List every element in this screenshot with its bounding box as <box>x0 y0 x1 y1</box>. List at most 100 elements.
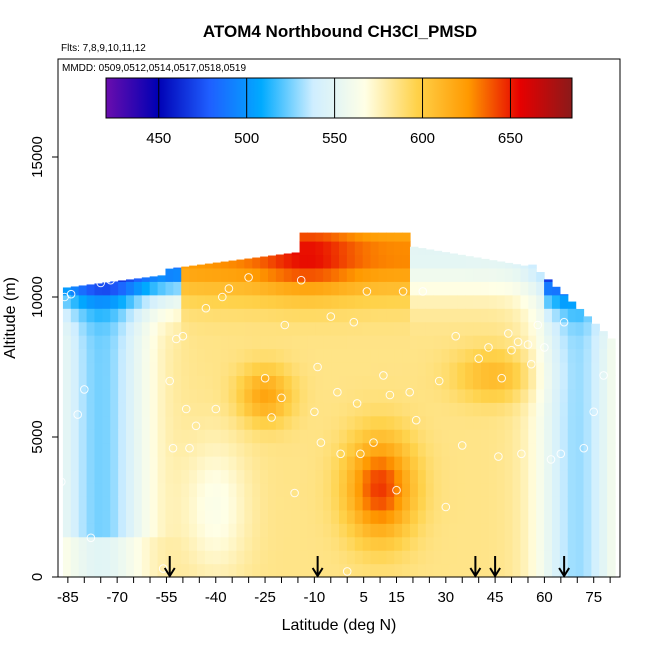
heatmap-cell <box>149 523 159 538</box>
heatmap-cell <box>291 456 301 471</box>
colorbar-tick-label: 650 <box>498 130 523 147</box>
sample-point <box>260 373 270 383</box>
heatmap-cell <box>157 563 167 578</box>
heatmap-cell <box>551 321 561 336</box>
heatmap-cell <box>149 321 159 336</box>
heatmap-cell <box>275 482 285 497</box>
heatmap-cell <box>370 415 380 430</box>
heatmap-cell <box>315 415 324 430</box>
heatmap-cell <box>441 563 451 578</box>
heatmap-cell <box>252 429 261 444</box>
heatmap-cell <box>197 563 206 578</box>
heatmap-cell <box>181 335 190 350</box>
heatmap-cell <box>157 281 167 296</box>
heatmap-cell <box>346 415 356 430</box>
heatmap-cell <box>465 563 474 578</box>
heatmap-cell <box>212 456 222 471</box>
heatmap-cell <box>504 456 514 471</box>
heatmap-cell <box>126 279 135 282</box>
heatmap-cell <box>78 523 88 538</box>
heatmap-cell <box>583 536 593 551</box>
sample-point <box>362 287 372 296</box>
heatmap-cell <box>291 469 301 484</box>
heatmap-cell <box>331 335 340 350</box>
heatmap-cell <box>378 232 387 242</box>
x-tick-label: 60 <box>536 589 553 606</box>
heatmap-cell <box>299 232 309 242</box>
heatmap-cell <box>331 523 340 538</box>
heatmap-cell <box>244 267 253 282</box>
heatmap-cell <box>323 456 332 471</box>
heatmap-cell <box>559 415 569 430</box>
heatmap-cell <box>591 375 600 390</box>
heatmap-cell <box>141 429 151 444</box>
heatmap-cell <box>268 267 277 282</box>
sample-point <box>517 449 526 459</box>
heatmap-cell <box>78 415 88 430</box>
heatmap-cell <box>315 232 324 242</box>
heatmap-cell <box>165 402 174 417</box>
heatmap-cell <box>528 415 537 430</box>
heatmap-cell <box>181 509 190 524</box>
heatmap-cell <box>165 536 174 551</box>
heatmap-cell <box>354 563 364 578</box>
heatmap-cell <box>425 388 435 403</box>
heatmap-cell <box>118 402 127 417</box>
heatmap-field <box>62 232 616 578</box>
heatmap-cell <box>157 550 167 565</box>
heatmap-cell <box>268 536 277 551</box>
heatmap-cell <box>536 321 545 336</box>
heatmap-cell <box>457 308 466 323</box>
heatmap-cell <box>433 415 443 430</box>
heatmap-cell <box>425 249 435 256</box>
heatmap-cell <box>70 402 80 417</box>
heatmap-cell <box>441 429 451 444</box>
heatmap-cell <box>252 442 261 457</box>
heatmap-cell <box>433 321 443 336</box>
heatmap-cell <box>441 267 451 282</box>
heatmap-cell <box>370 442 380 457</box>
heatmap-cell <box>157 523 167 538</box>
heatmap-cell <box>165 321 174 336</box>
heatmap-cell <box>339 241 348 256</box>
heatmap-cell <box>212 388 222 403</box>
heatmap-cell <box>607 550 616 565</box>
heatmap-cell <box>331 375 340 390</box>
heatmap-cell <box>425 442 435 457</box>
heatmap-cell <box>149 536 159 551</box>
heatmap-cell <box>212 509 222 524</box>
heatmap-cell <box>268 335 277 350</box>
heatmap-cell <box>307 429 316 444</box>
heatmap-cell <box>520 388 529 403</box>
heatmap-cell <box>409 482 419 497</box>
heatmap-cell <box>275 442 285 457</box>
heatmap-cell <box>323 388 332 403</box>
heatmap-cell <box>425 402 435 417</box>
heatmap-cell <box>228 536 238 551</box>
heatmap-cell <box>394 294 403 309</box>
heatmap-cell <box>520 563 529 578</box>
heatmap-cell <box>488 321 498 336</box>
heatmap-cell <box>181 388 190 403</box>
heatmap-cell <box>173 335 182 350</box>
heatmap-cell <box>173 267 182 282</box>
heatmap-cell <box>157 509 167 524</box>
heatmap-cell <box>409 321 419 336</box>
heatmap-cell <box>488 294 498 309</box>
heatmap-cell <box>149 388 159 403</box>
heatmap-cell <box>512 375 522 390</box>
heatmap-cell <box>449 523 458 538</box>
heatmap-cell <box>323 509 332 524</box>
heatmap-cell <box>252 415 261 430</box>
heatmap-cell <box>480 550 490 565</box>
heatmap-cell <box>220 469 230 484</box>
heatmap-cell <box>465 375 474 390</box>
heatmap-cell <box>480 536 490 551</box>
heatmap-cell <box>520 281 529 296</box>
heatmap-cell <box>283 321 293 336</box>
heatmap-cell <box>299 335 309 350</box>
heatmap-cell <box>181 267 190 282</box>
heatmap-cell <box>473 469 482 484</box>
heatmap-cell <box>346 348 356 363</box>
